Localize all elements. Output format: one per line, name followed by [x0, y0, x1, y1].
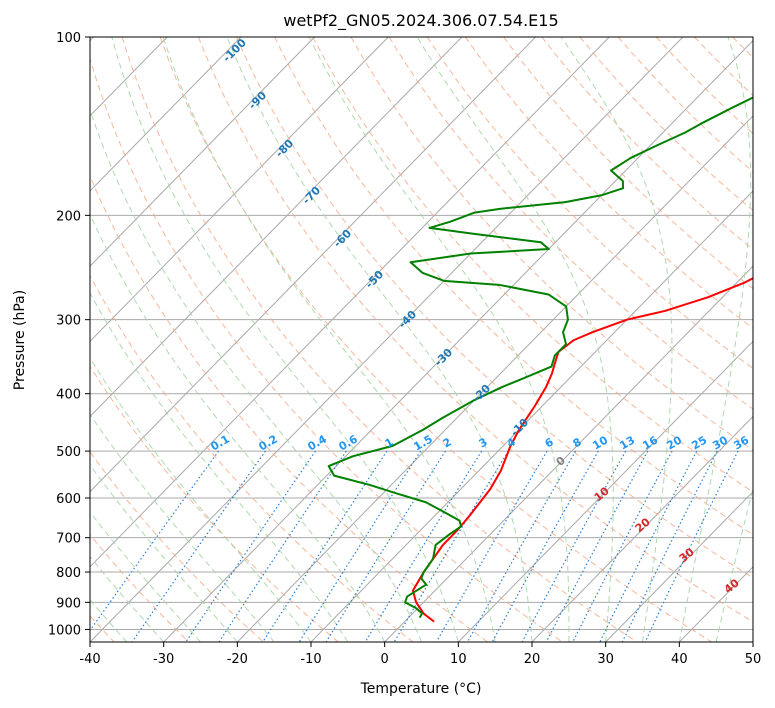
x-tick-label: 40 [671, 652, 688, 667]
isotherm-gridline [310, 190, 753, 642]
mixing-ratio-line [466, 450, 577, 642]
isotherm-gridline [457, 340, 753, 642]
moist-adiabat-line [90, 291, 349, 642]
dry-adiabat-line [159, 37, 712, 642]
mixing-ratio-line [491, 450, 599, 642]
isotherm-gridline [605, 490, 753, 642]
x-tick-label: 30 [597, 652, 614, 667]
moist-adiabat-line [416, 37, 614, 642]
dry-adiabat-line [426, 37, 753, 370]
isotherm-gridline [752, 641, 753, 642]
x-tick-label: -30 [153, 652, 174, 667]
moist-adiabat-line [162, 37, 496, 642]
mixing-ratio-line [90, 450, 220, 632]
isotherm-gridline [163, 39, 753, 642]
mixing-ratio-line [185, 450, 316, 642]
y-tick-label: 1000 [48, 623, 81, 638]
y-tick-label: 900 [56, 596, 81, 611]
isotherm-gridline [236, 115, 753, 642]
series-layer [327, 96, 753, 623]
dry-adiabat-line [90, 533, 190, 642]
dry-adiabat-line [90, 274, 414, 642]
mixing-ratio-line [599, 450, 698, 642]
moist-adiabat-line [90, 356, 312, 642]
mixing-ratio-line [325, 450, 446, 642]
dry-adiabat-line [274, 37, 753, 536]
dry-adiabat-line [236, 37, 753, 579]
dewpoint-profile-line [327, 96, 753, 619]
isotherm-gridline [90, 37, 536, 493]
isotherm-gridline [531, 415, 753, 642]
isotherm-gridline [90, 37, 315, 267]
y-tick-label: 100 [56, 31, 81, 46]
dry-adiabat-line [388, 37, 753, 410]
y-tick-label: 200 [56, 209, 81, 224]
x-tick-label: -10 [300, 652, 321, 667]
x-tick-label: 0 [381, 652, 389, 667]
x-tick-label: -20 [227, 652, 248, 667]
x-axis: -40 -30 -20 -10 0 10 20 30 40 50 [79, 642, 761, 667]
mixing-ratio-line [545, 450, 649, 642]
isotherm-gridline [384, 265, 753, 642]
isotherm-gridline [90, 37, 610, 568]
x-tick-label: 10 [450, 652, 467, 667]
moist-adiabat-line [678, 37, 752, 642]
y-tick-label: 800 [56, 566, 81, 581]
dry-adiabat-line [503, 37, 753, 290]
dry-adiabat-line [350, 37, 753, 451]
y-tick-label: 500 [56, 445, 81, 460]
moist-adiabat-line [560, 37, 673, 642]
mixing-ratio-line [572, 450, 673, 642]
dry-adiabat-line [541, 37, 753, 251]
moist-adiabat-line [715, 486, 753, 642]
mixing-ratio-line [621, 450, 718, 642]
y-axis: 100 200 300 400 500 600 700 800 900 1000 [48, 31, 90, 638]
mixing-ratio-line [644, 450, 739, 642]
x-axis-label: Temperature (°C) [360, 681, 482, 697]
y-axis-label: Pressure (hPa) [12, 290, 28, 390]
plot-background [90, 37, 753, 642]
x-tick-label: 50 [745, 652, 762, 667]
chart-title: wetPf2_GN05.2024.306.07.54.E15 [283, 11, 558, 31]
isotherm-gridline [90, 37, 463, 418]
moist-adiabat-line [226, 37, 533, 642]
x-tick-label: 20 [524, 652, 541, 667]
dry-adiabat-line [617, 37, 753, 173]
isotherm-gridline [90, 37, 389, 343]
mixing-ratio-line [131, 450, 266, 642]
dry-adiabat-line [90, 56, 563, 642]
dry-adiabat-line [771, 37, 775, 642]
moist-adiabat-line [90, 413, 275, 642]
mixing-ratio-line [218, 450, 347, 642]
mixing-ratio-line [521, 450, 627, 642]
moist-adiabat-line [90, 464, 238, 642]
y-tick-label: 400 [56, 388, 81, 403]
y-tick-label: 300 [56, 314, 81, 329]
background-lines [90, 37, 775, 642]
moist-adiabat-line [308, 37, 570, 642]
isotherm-gridline [90, 37, 242, 192]
dry-adiabat-line [197, 37, 753, 623]
plot-frame [89, 36, 754, 643]
dry-adiabat-line [90, 451, 264, 642]
moist-adiabat-line [90, 213, 386, 642]
moist-adiabat-line [111, 37, 459, 642]
y-tick-label: 600 [56, 492, 81, 507]
moist-adiabat-line [90, 108, 422, 642]
x-tick-label: -40 [79, 652, 100, 667]
dry-adiabat-line [90, 174, 488, 642]
y-tick-label: 700 [56, 532, 81, 547]
mixing-ratio-line [364, 450, 483, 642]
moist-adiabat-line [752, 639, 753, 642]
